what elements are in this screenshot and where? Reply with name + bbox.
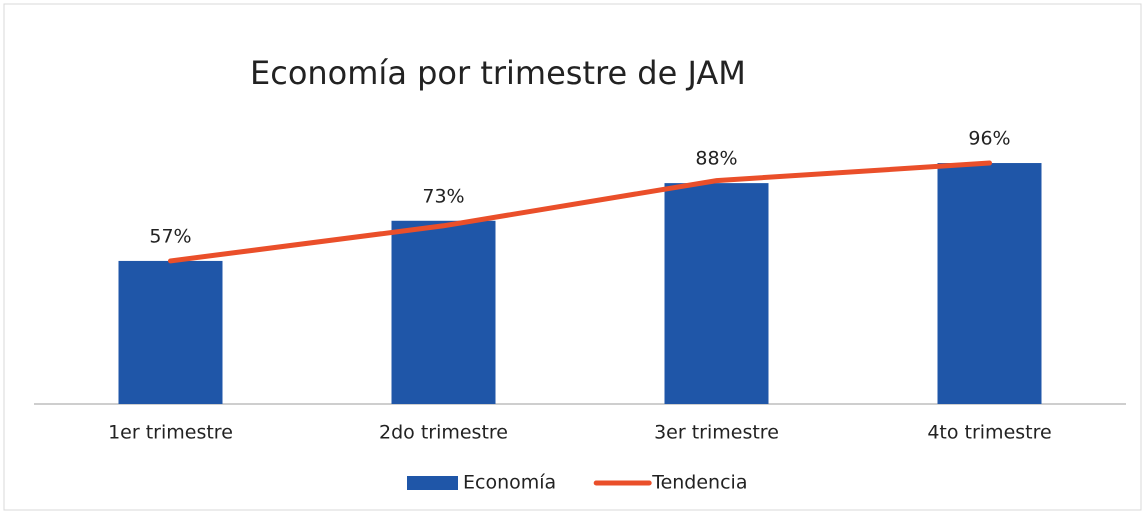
- x-tick-label: 1er trimestre: [108, 422, 233, 444]
- x-tick-label: 4to trimestre: [927, 422, 1051, 444]
- chart-title: Economía por trimestre de JAM: [250, 54, 746, 92]
- bar: [937, 163, 1042, 404]
- bar: [391, 220, 496, 404]
- legend-swatch: [407, 476, 458, 490]
- trend-line: [168, 160, 992, 264]
- data-label: 96%: [968, 128, 1010, 150]
- x-tick-label: 2do trimestre: [379, 422, 508, 444]
- data-label: 57%: [149, 225, 191, 247]
- legend-label: Tendencia: [651, 472, 747, 494]
- legend-label: Economía: [463, 472, 556, 494]
- data-label: 88%: [695, 148, 737, 170]
- x-tick-label: 3er trimestre: [654, 422, 779, 444]
- data-label: 73%: [422, 185, 464, 207]
- bar: [664, 183, 769, 404]
- bar: [118, 260, 223, 404]
